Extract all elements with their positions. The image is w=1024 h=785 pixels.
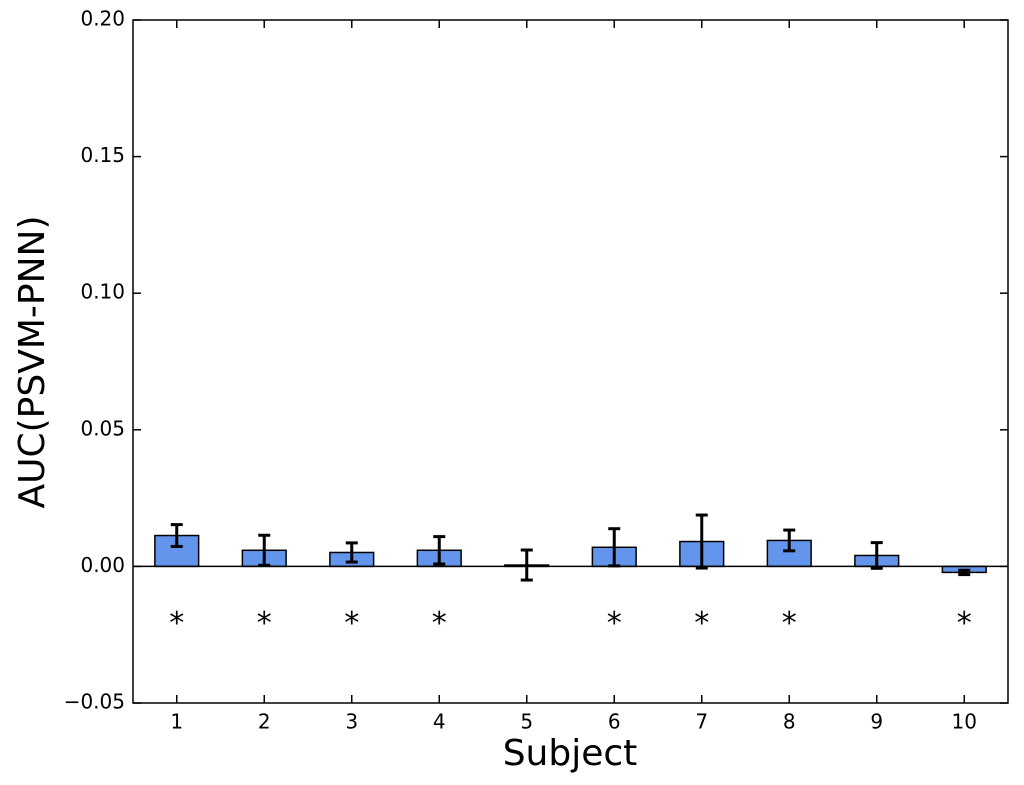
error-bar: [433, 535, 446, 566]
annotation: *: [782, 606, 797, 641]
y-tick-label: 0.00: [80, 553, 125, 577]
plot-frame: [132, 19, 1009, 704]
y-tick-label: 0.05: [80, 416, 125, 440]
x-tick-label: 9: [870, 710, 883, 734]
x-tick-label: 7: [695, 710, 708, 734]
annotation: *: [257, 606, 272, 641]
error-bar: [783, 528, 796, 553]
annotation: *: [344, 606, 359, 641]
y-tick-label: −0.05: [64, 690, 125, 714]
x-tick-label: 1: [170, 710, 183, 734]
error-bar: [170, 523, 183, 548]
x-axis-label: Subject: [503, 733, 638, 774]
x-tick-label: 6: [608, 710, 621, 734]
y-tick-label: 0.15: [80, 143, 125, 167]
error-bar: [608, 527, 621, 568]
error-bar: [958, 568, 971, 577]
x-tick-label: 10: [952, 710, 977, 734]
x-tick-label: 5: [520, 710, 533, 734]
y-tick-label: 0.20: [80, 7, 125, 31]
y-axis-label: AUC(PSVM-PNN): [12, 215, 53, 508]
x-tick-label: 4: [433, 710, 446, 734]
x-tick-label: 8: [783, 710, 796, 734]
error-bar: [870, 541, 883, 570]
x-tick-label: 2: [258, 710, 271, 734]
annotation: *: [169, 606, 184, 641]
error-bar: [345, 541, 358, 564]
x-tick-label: 3: [345, 710, 358, 734]
y-tick-label: 0.10: [80, 280, 125, 304]
annotation: *: [607, 606, 622, 641]
error-bar: [695, 513, 708, 570]
error-bar: [520, 548, 533, 582]
annotation: *: [432, 606, 447, 641]
annotation: *: [957, 606, 972, 641]
error-bar: [258, 533, 271, 567]
annotation: *: [694, 606, 709, 641]
